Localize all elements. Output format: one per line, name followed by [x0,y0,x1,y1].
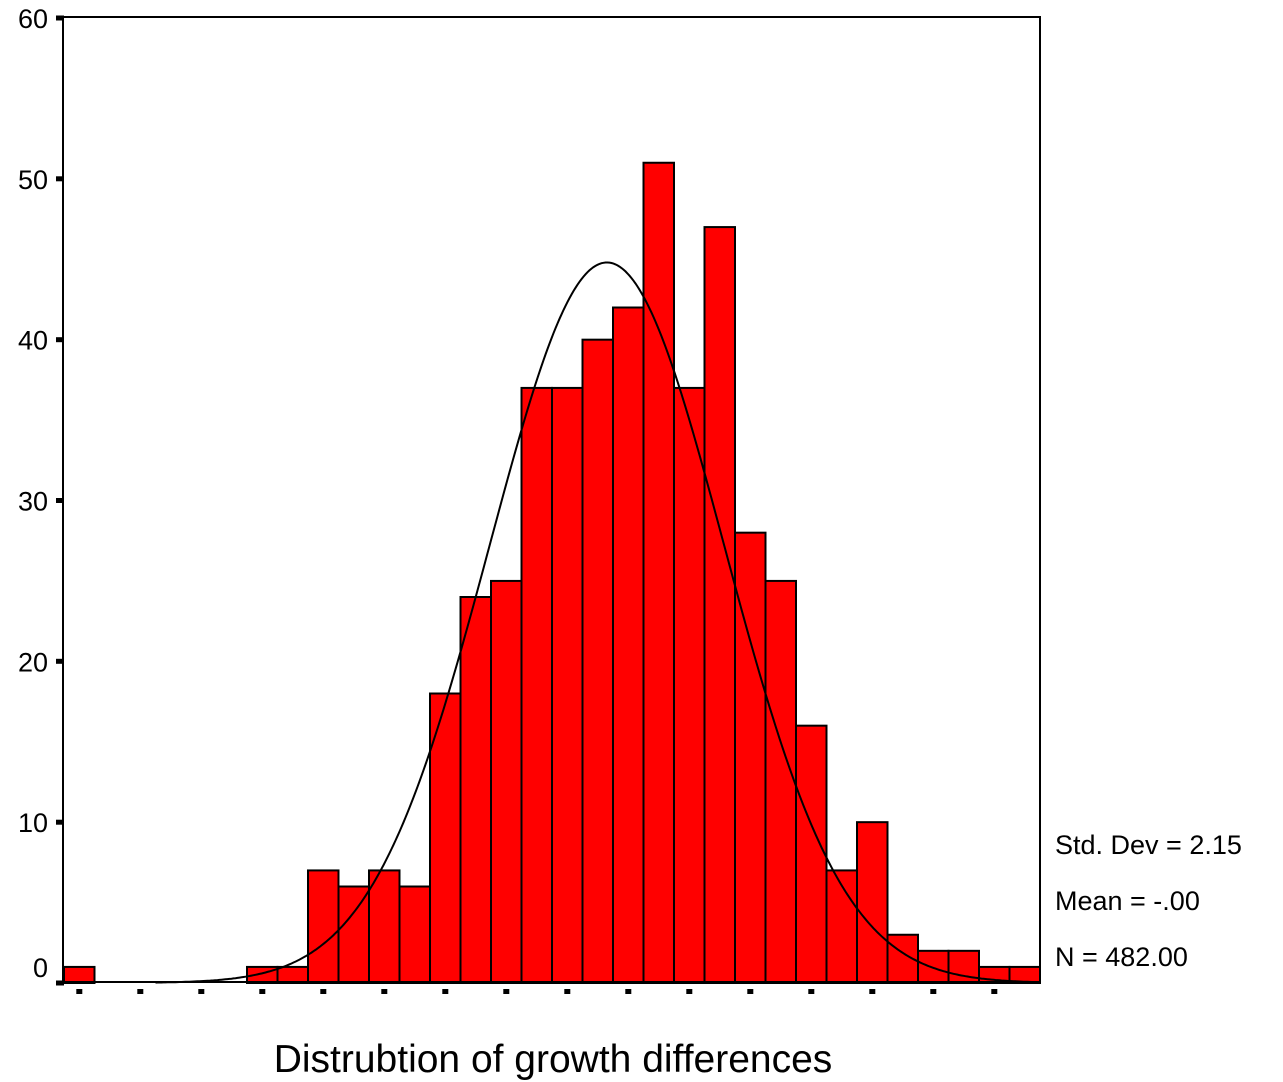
std-dev-label: Std. Dev = 2.15 [1055,830,1242,860]
histogram-bar [642,161,675,984]
y-tick-label: 40 [18,326,48,356]
x-tick-mark [869,989,876,994]
histogram-bar [764,579,797,984]
normal-curve [155,261,1040,984]
histogram-bar [703,226,736,984]
histogram-bar [612,306,645,984]
x-axis-label: Distrubtion of growth differences [274,1038,833,1081]
histogram-bar [673,386,706,985]
histogram-bar [398,885,431,984]
histogram-bar [459,596,492,984]
x-tick-mark [686,989,693,994]
y-tick-label: 10 [18,808,48,838]
histogram-bar [795,724,828,984]
y-tick-mark [56,980,64,986]
y-tick-label: 50 [18,165,48,195]
x-tick-mark [381,989,388,994]
histogram-bar [520,386,553,985]
histogram-bar [307,869,340,984]
n-label: N = 482.00 [1055,942,1188,972]
y-tick-label: 0 [33,953,48,983]
x-tick-mark [76,989,83,994]
histogram-bar [734,531,767,984]
x-tick-mark [625,989,632,994]
x-tick-mark [137,989,144,994]
y-tick-mark [56,176,64,182]
x-tick-mark [564,989,571,994]
x-tick-mark [930,989,937,994]
x-tick-mark [747,989,754,994]
histogram-bar [63,965,96,984]
y-tick-label: 20 [18,647,48,677]
y-tick-mark [56,658,64,664]
histogram-bar [825,869,858,984]
x-tick-mark [991,989,998,994]
histogram-bar [337,885,370,984]
x-tick-mark [442,989,449,994]
y-axis: 0 10 20 30 40 50 60 [18,4,64,986]
histogram-bar [856,821,889,984]
x-tick-mark [320,989,327,994]
histogram-bar [551,386,584,985]
y-tick-label: 60 [18,4,48,34]
histogram-bar [581,338,614,985]
x-tick-mark [259,989,266,994]
x-axis-ticks [76,989,998,994]
y-tick-mark [56,15,64,21]
histogram-bar [368,869,401,984]
y-tick-mark [56,498,64,503]
x-tick-mark [198,989,205,994]
bars-group [63,161,1041,985]
y-tick-mark [56,337,64,343]
y-tick-label: 30 [18,487,48,517]
histogram-bar [429,692,462,984]
histogram-bar [276,965,309,984]
x-tick-mark [808,989,815,994]
histogram-bar [490,579,523,984]
x-tick-mark [503,989,510,994]
mean-label: Mean = -.00 [1055,886,1200,916]
y-tick-mark [56,819,64,825]
